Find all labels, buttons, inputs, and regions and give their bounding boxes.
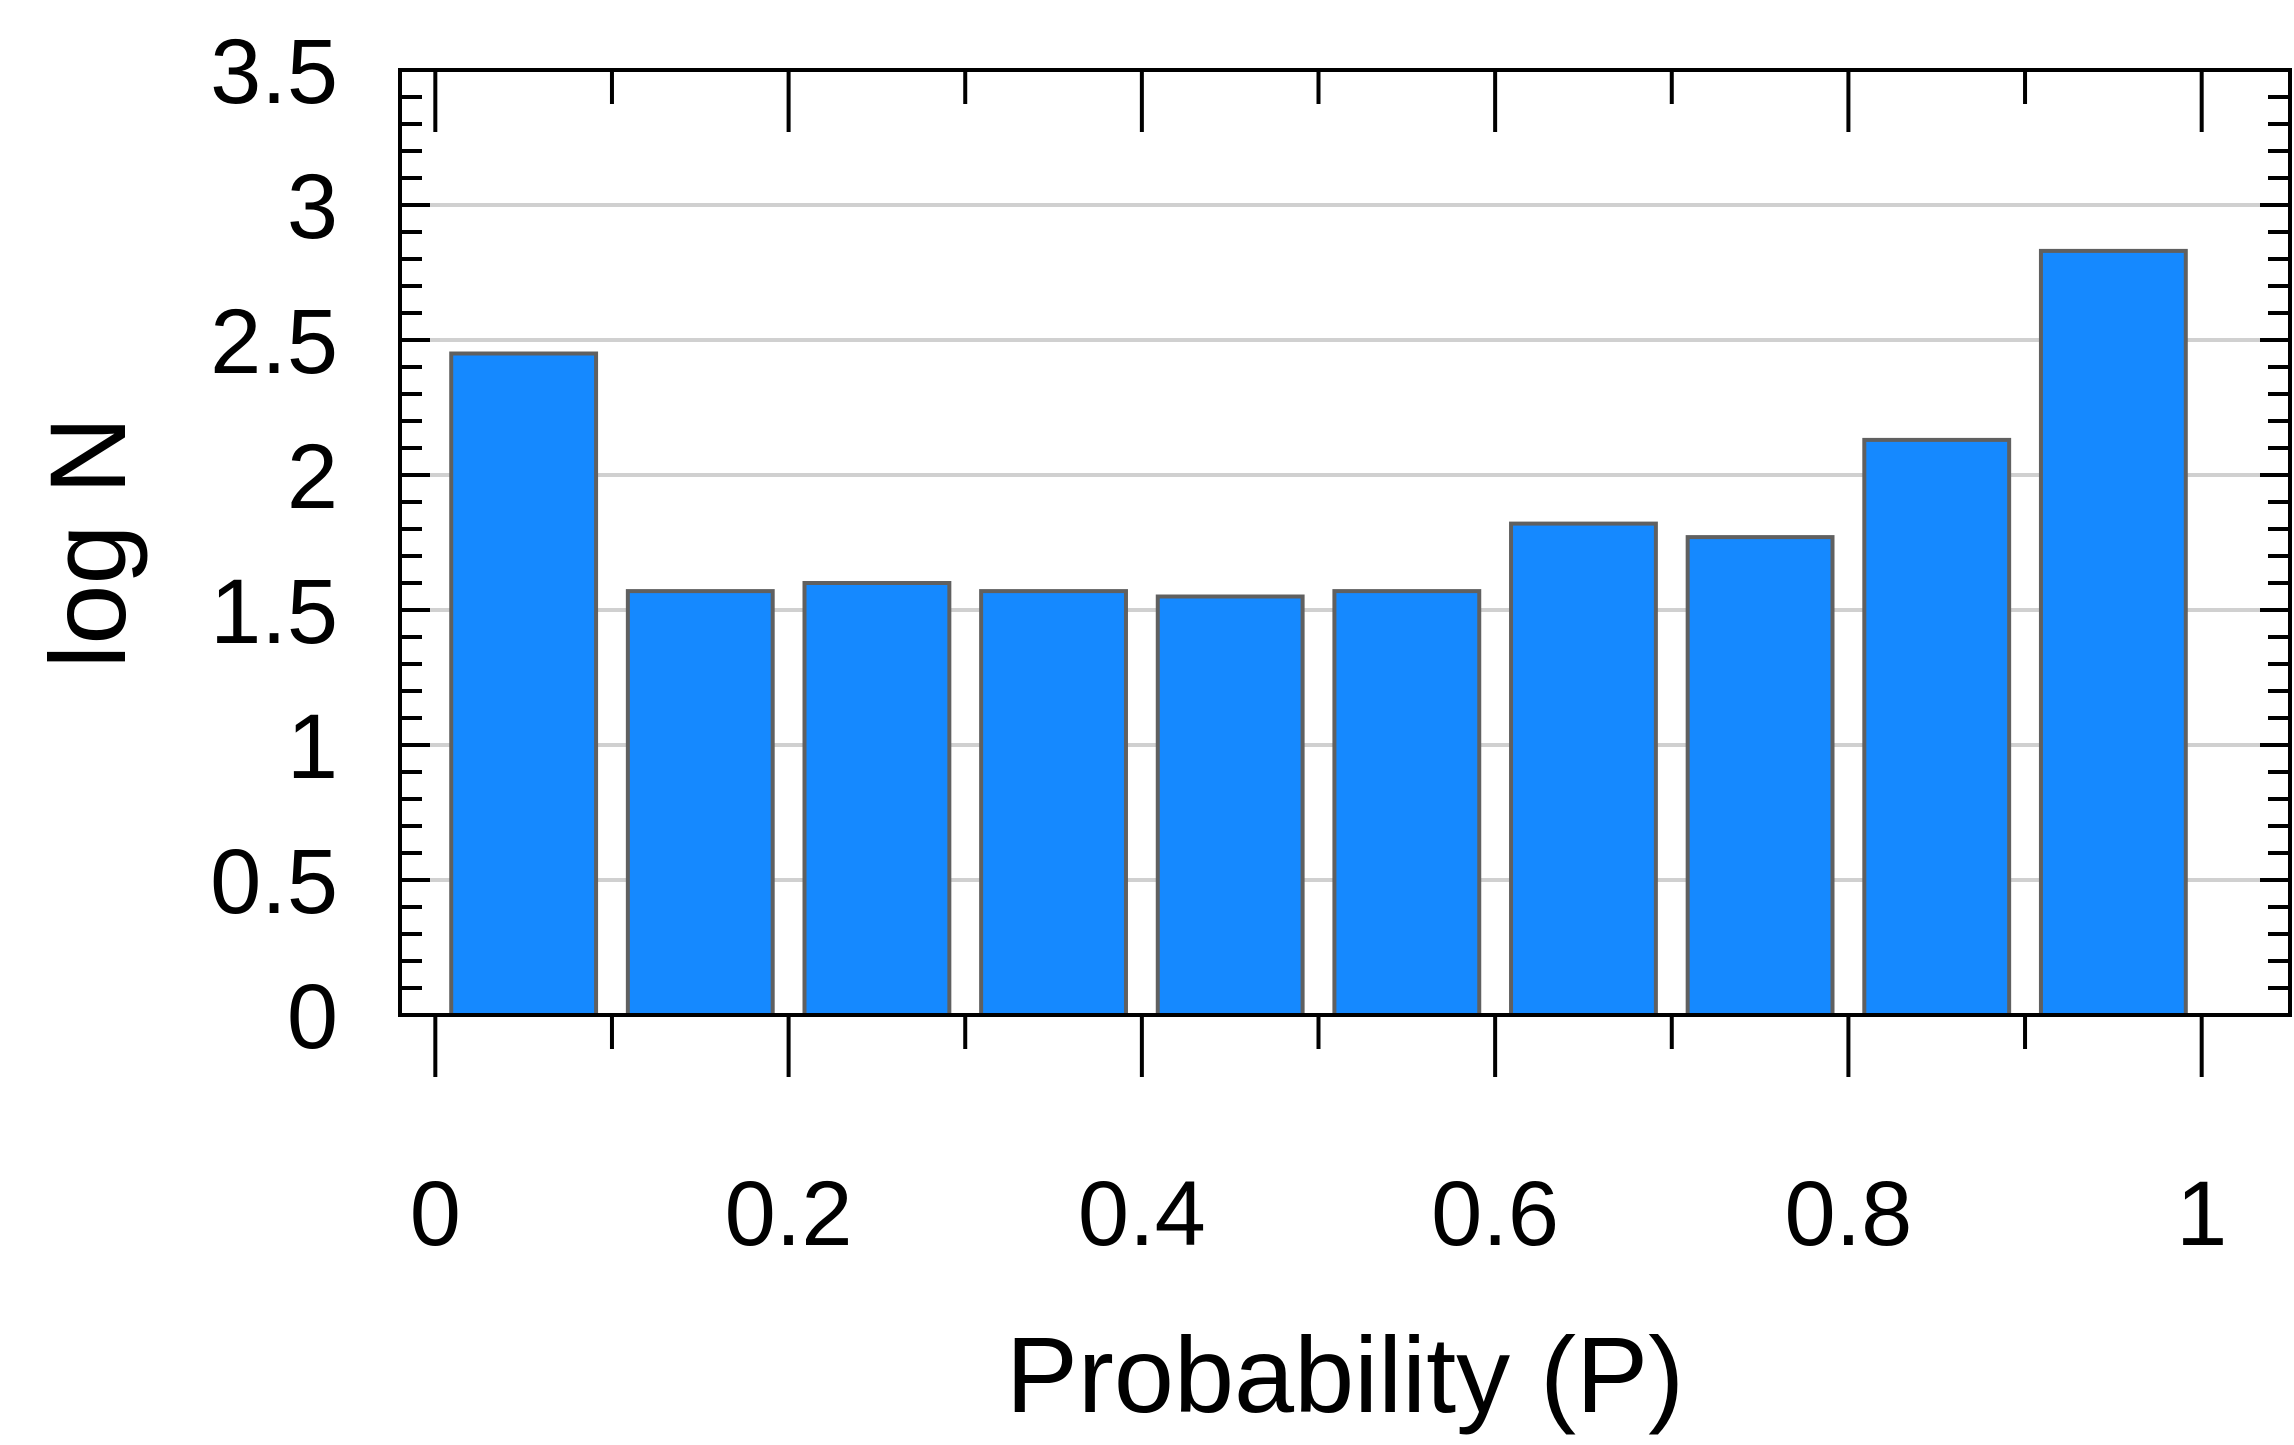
y-tick-label: 3.5 <box>210 21 338 123</box>
y-tick-label: 2 <box>287 426 338 528</box>
bar <box>2038 248 2188 1017</box>
bar <box>1685 535 1835 1017</box>
y-tick-label: 1 <box>287 696 338 798</box>
x-tick-label: 0.2 <box>725 1163 853 1265</box>
y-tick-label: 3 <box>287 156 338 258</box>
plot-frame <box>398 68 2292 1017</box>
bar <box>802 581 952 1017</box>
bar <box>449 351 599 1017</box>
tick-labels: 0 0.2 0.4 0.6 0.8 1 0 0.5 1 1.5 2 2.5 3 3.5 <box>210 21 2227 1265</box>
y-tick-label: 0.5 <box>210 831 338 933</box>
x-tick-label: 1 <box>2176 1163 2227 1265</box>
x-tick-label: 0 <box>410 1163 461 1265</box>
bars <box>449 248 2188 1017</box>
bar <box>979 589 1128 1017</box>
bar <box>1862 437 2012 1017</box>
x-tick-label: 0.6 <box>1431 1163 1559 1265</box>
y-tick-label: 1.5 <box>210 561 338 663</box>
y-tick-label: 2.5 <box>210 291 338 393</box>
x-tick-label: 0.4 <box>1078 1163 1206 1265</box>
x-axis-title: Probability (P) <box>1006 1314 1684 1435</box>
bar <box>625 589 775 1017</box>
bar <box>1332 589 1482 1017</box>
x-tick-label: 0.8 <box>1784 1163 1912 1265</box>
y-axis-title: log N <box>27 416 148 668</box>
bar <box>1155 594 1305 1017</box>
bar <box>1509 521 1658 1017</box>
axis-ticks <box>400 68 2290 1077</box>
y-tick-label: 0 <box>287 966 338 1068</box>
